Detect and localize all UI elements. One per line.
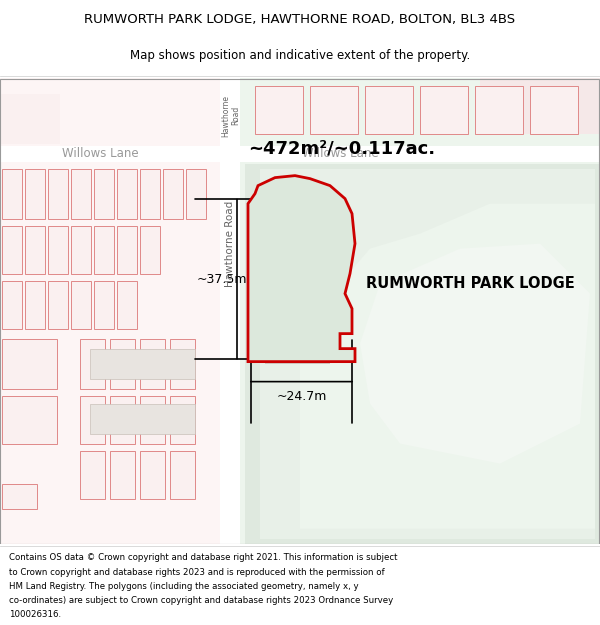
Polygon shape (530, 86, 578, 134)
Polygon shape (94, 226, 114, 274)
Polygon shape (25, 281, 45, 329)
Polygon shape (117, 169, 137, 219)
Polygon shape (248, 176, 355, 362)
Polygon shape (48, 169, 68, 219)
Text: co-ordinates) are subject to Crown copyright and database rights 2023 Ordnance S: co-ordinates) are subject to Crown copyr… (9, 596, 393, 605)
Polygon shape (0, 94, 60, 144)
Polygon shape (2, 484, 37, 509)
Polygon shape (48, 226, 68, 274)
Polygon shape (365, 86, 413, 134)
Text: HM Land Registry. The polygons (including the associated geometry, namely x, y: HM Land Registry. The polygons (includin… (9, 582, 359, 591)
Polygon shape (420, 86, 468, 134)
Polygon shape (475, 86, 523, 134)
Polygon shape (71, 226, 91, 274)
Polygon shape (80, 396, 105, 444)
Polygon shape (2, 339, 57, 389)
Text: Map shows position and indicative extent of the property.: Map shows position and indicative extent… (130, 49, 470, 62)
Polygon shape (25, 226, 45, 274)
Polygon shape (360, 244, 590, 464)
Polygon shape (2, 226, 22, 274)
Polygon shape (220, 78, 240, 544)
Text: 100026316.: 100026316. (9, 611, 61, 619)
Polygon shape (117, 281, 137, 329)
Polygon shape (2, 281, 22, 329)
Polygon shape (140, 339, 165, 389)
Polygon shape (140, 226, 160, 274)
Polygon shape (110, 396, 135, 444)
Polygon shape (110, 339, 135, 389)
Polygon shape (265, 204, 330, 364)
Text: Willows Lane: Willows Lane (62, 147, 139, 160)
Polygon shape (170, 396, 195, 444)
Text: Hawthorne
Road: Hawthorne Road (221, 94, 241, 137)
Polygon shape (255, 86, 303, 134)
Polygon shape (245, 164, 600, 544)
Polygon shape (48, 281, 68, 329)
Polygon shape (140, 169, 160, 219)
Text: ~24.7m: ~24.7m (277, 390, 326, 403)
Polygon shape (94, 169, 114, 219)
Polygon shape (110, 451, 135, 499)
Polygon shape (163, 169, 183, 219)
Polygon shape (300, 204, 595, 529)
Text: Willows Lane: Willows Lane (302, 147, 379, 160)
Polygon shape (255, 204, 330, 356)
Polygon shape (71, 281, 91, 329)
Text: RUMWORTH PARK LODGE, HAWTHORNE ROAD, BOLTON, BL3 4BS: RUMWORTH PARK LODGE, HAWTHORNE ROAD, BOL… (85, 13, 515, 26)
Text: ~472m²/~0.117ac.: ~472m²/~0.117ac. (248, 139, 435, 158)
Polygon shape (240, 78, 600, 544)
Polygon shape (2, 169, 22, 219)
Polygon shape (480, 78, 600, 134)
Polygon shape (140, 451, 165, 499)
Polygon shape (80, 451, 105, 499)
Polygon shape (0, 78, 220, 544)
Text: Contains OS data © Crown copyright and database right 2021. This information is : Contains OS data © Crown copyright and d… (9, 554, 398, 562)
Polygon shape (80, 339, 105, 389)
Polygon shape (90, 404, 195, 434)
Text: RUMWORTH PARK LODGE: RUMWORTH PARK LODGE (365, 276, 574, 291)
Polygon shape (0, 146, 600, 162)
Polygon shape (90, 349, 195, 379)
Polygon shape (71, 169, 91, 219)
Text: ~37.5m: ~37.5m (197, 272, 247, 286)
Polygon shape (186, 169, 206, 219)
Polygon shape (2, 396, 57, 444)
Polygon shape (117, 226, 137, 274)
Polygon shape (170, 451, 195, 499)
Text: Hawthorne Road: Hawthorne Road (225, 201, 235, 287)
Polygon shape (170, 339, 195, 389)
Text: to Crown copyright and database rights 2023 and is reproduced with the permissio: to Crown copyright and database rights 2… (9, 568, 385, 577)
Polygon shape (94, 281, 114, 329)
Polygon shape (25, 169, 45, 219)
Polygon shape (260, 169, 595, 539)
Polygon shape (140, 396, 165, 444)
Polygon shape (310, 86, 358, 134)
